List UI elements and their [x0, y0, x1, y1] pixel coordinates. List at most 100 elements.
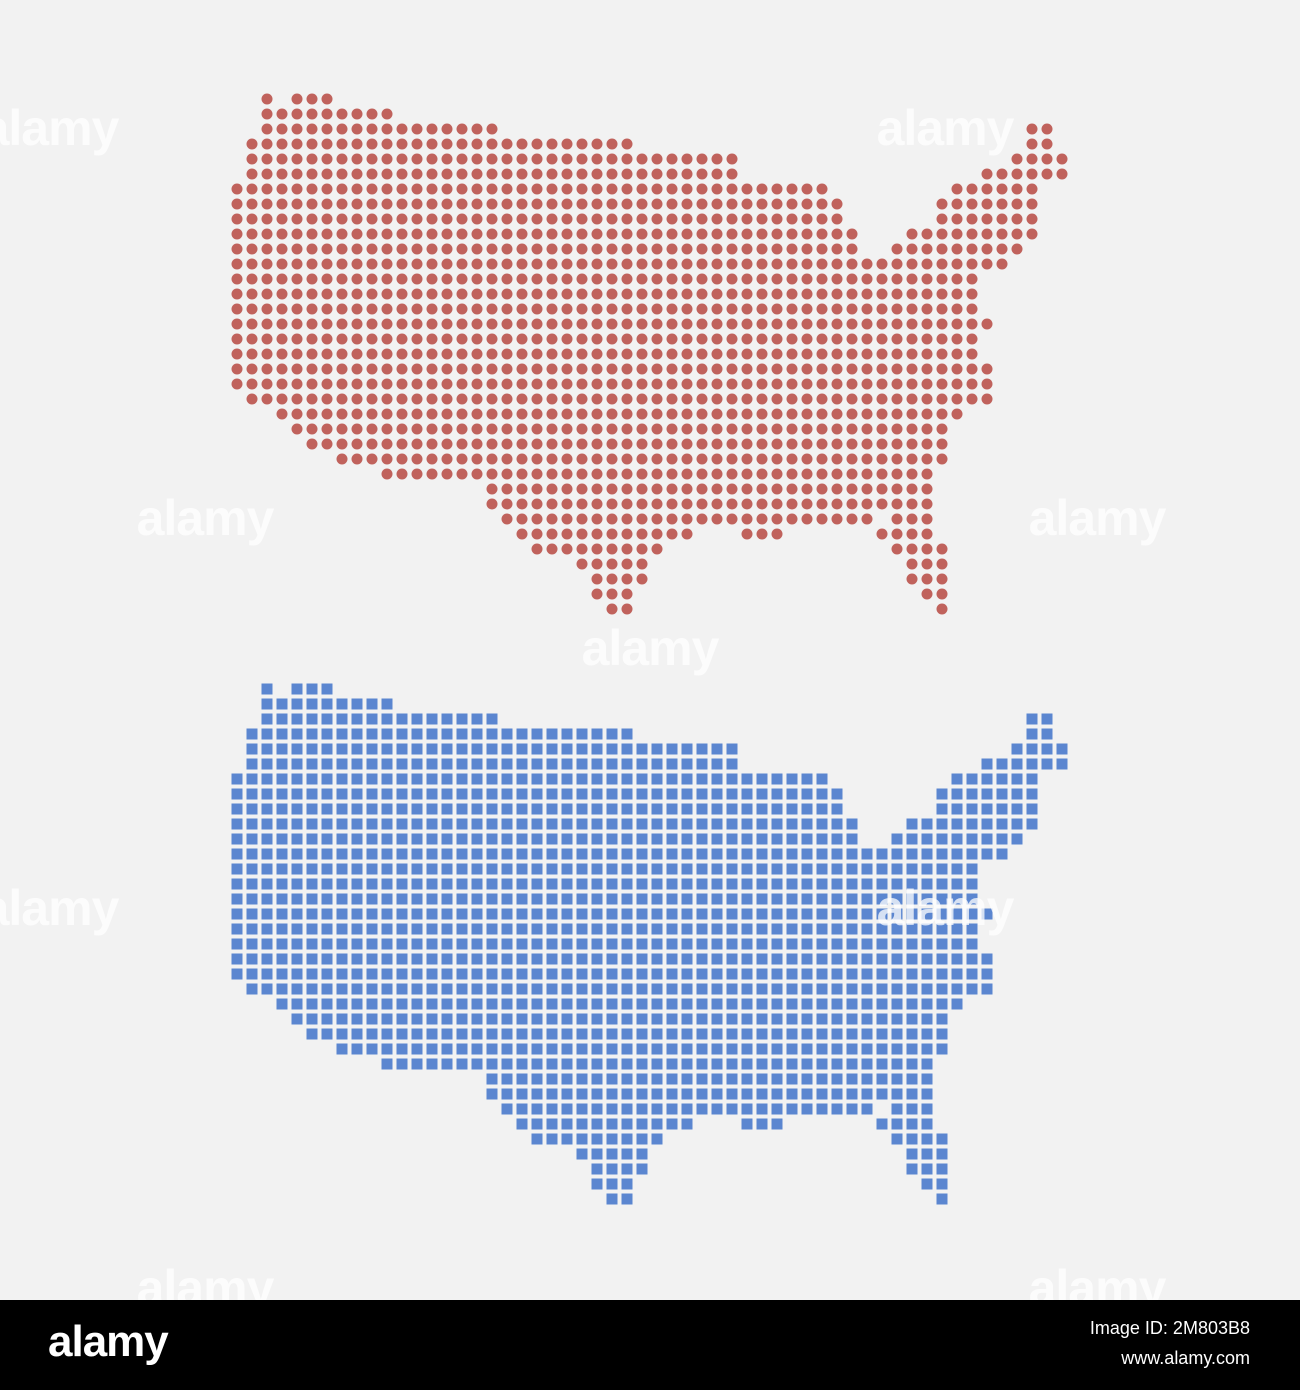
map-square — [516, 788, 528, 800]
map-square — [771, 1088, 783, 1100]
map-square — [591, 1058, 603, 1070]
map-square — [831, 818, 843, 830]
map-square — [966, 803, 978, 815]
map-dot — [876, 348, 888, 360]
map-dot — [576, 513, 588, 525]
map-dot — [291, 123, 303, 135]
map-dot — [786, 348, 798, 360]
map-dot — [246, 213, 258, 225]
map-square — [921, 1028, 933, 1040]
map-dot — [576, 168, 588, 180]
map-square — [921, 1133, 933, 1145]
map-dot — [816, 408, 828, 420]
map-square — [276, 803, 288, 815]
map-square — [906, 1013, 918, 1025]
map-dot — [771, 348, 783, 360]
map-square — [576, 893, 588, 905]
map-square — [441, 848, 453, 860]
map-square — [621, 968, 633, 980]
map-square — [1026, 758, 1038, 770]
map-square — [381, 908, 393, 920]
map-square — [531, 1133, 543, 1145]
map-square — [801, 833, 813, 845]
map-square — [951, 998, 963, 1010]
map-dot — [741, 333, 753, 345]
map-square — [546, 1118, 558, 1130]
map-dot — [681, 333, 693, 345]
map-square — [546, 968, 558, 980]
map-dot — [636, 513, 648, 525]
map-dot — [741, 363, 753, 375]
map-dot — [651, 183, 663, 195]
map-square — [546, 998, 558, 1010]
map-dot — [561, 243, 573, 255]
map-square — [936, 848, 948, 860]
map-dot — [396, 273, 408, 285]
map-dot — [606, 378, 618, 390]
map-dot — [426, 138, 438, 150]
map-square — [426, 1043, 438, 1055]
map-dot — [501, 243, 513, 255]
map-dot — [636, 348, 648, 360]
map-square — [276, 743, 288, 755]
map-square — [1011, 788, 1023, 800]
map-square — [516, 893, 528, 905]
map-square — [501, 803, 513, 815]
dotted-map-squares — [231, 683, 1068, 1205]
map-dot — [441, 138, 453, 150]
map-square — [786, 818, 798, 830]
map-square — [951, 983, 963, 995]
map-dot — [786, 198, 798, 210]
map-dot — [726, 288, 738, 300]
map-square — [681, 998, 693, 1010]
map-dot — [711, 168, 723, 180]
map-dot — [561, 198, 573, 210]
map-square — [426, 803, 438, 815]
map-dot — [891, 243, 903, 255]
map-square — [486, 1088, 498, 1100]
map-square — [486, 848, 498, 860]
map-dot — [726, 303, 738, 315]
map-square — [846, 863, 858, 875]
map-square — [606, 1073, 618, 1085]
map-square — [576, 1118, 588, 1130]
map-square — [396, 1058, 408, 1070]
map-square — [771, 1118, 783, 1130]
map-dot — [696, 168, 708, 180]
map-dot — [591, 363, 603, 375]
map-square — [621, 938, 633, 950]
map-square — [921, 1058, 933, 1070]
map-dot — [546, 198, 558, 210]
map-dot — [726, 333, 738, 345]
map-square — [606, 1193, 618, 1205]
map-square — [861, 1043, 873, 1055]
map-dot — [486, 468, 498, 480]
map-dot — [291, 243, 303, 255]
map-dot — [381, 348, 393, 360]
map-dot — [666, 198, 678, 210]
map-square — [696, 923, 708, 935]
map-square — [396, 968, 408, 980]
map-dot — [606, 198, 618, 210]
map-dot — [606, 288, 618, 300]
map-square — [906, 983, 918, 995]
map-dot — [471, 318, 483, 330]
map-dot — [786, 183, 798, 195]
map-dot — [351, 228, 363, 240]
map-dot — [651, 303, 663, 315]
map-dot — [681, 318, 693, 330]
map-square — [336, 923, 348, 935]
map-square — [321, 803, 333, 815]
map-square — [921, 893, 933, 905]
map-square — [591, 923, 603, 935]
map-dot — [531, 483, 543, 495]
map-dot — [456, 198, 468, 210]
map-dot — [786, 498, 798, 510]
map-square — [681, 878, 693, 890]
map-dot — [381, 333, 393, 345]
map-square — [681, 788, 693, 800]
map-square — [366, 773, 378, 785]
map-square — [411, 893, 423, 905]
map-square — [636, 1163, 648, 1175]
map-square — [411, 803, 423, 815]
